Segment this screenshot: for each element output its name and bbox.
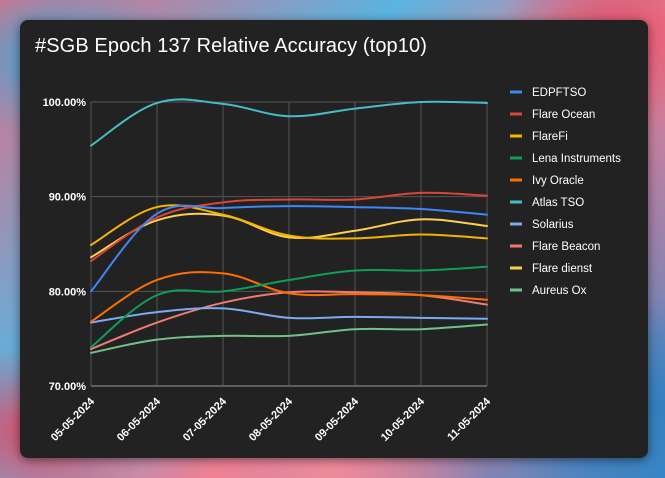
line-chart: 70.00% 80.00% 90.00% 100.00% 05-05-2024 06-05…: [43, 87, 622, 444]
y-tick-label: 80.00%: [49, 286, 87, 298]
legend-label-atlas-tso[interactable]: Atlas TSO: [532, 197, 584, 209]
legend-label-flare-dienst[interactable]: Flare dienst: [532, 263, 593, 275]
chart-title: #SGB Epoch 137 Relative Accuracy (top10): [35, 35, 427, 57]
series-line-atlas-tso: [90, 98, 488, 147]
legend-label-flarefi[interactable]: FlareFi: [532, 131, 568, 143]
x-tick-label: 09-05-2024: [313, 395, 362, 444]
series-line-aureus-ox: [90, 323, 488, 354]
legend-swatch-flare-dienst[interactable]: [510, 266, 522, 270]
x-tick-label: 08-05-2024: [247, 395, 296, 444]
series-line-ivy-oracle: [90, 271, 488, 323]
series-line-flare-dienst: [90, 212, 488, 259]
legend-swatch-lena-instruments[interactable]: [510, 156, 522, 160]
series-line-lena-instruments: [90, 265, 488, 349]
legend-swatch-ivy-oracle[interactable]: [510, 178, 522, 182]
legend-label-flare-ocean[interactable]: Flare Ocean: [532, 109, 595, 121]
series-line-edpftso: [90, 204, 488, 293]
x-tick-label: 10-05-2024: [379, 395, 428, 444]
legend-label-solarius[interactable]: Solarius: [532, 219, 574, 231]
x-tick-label: 05-05-2024: [49, 395, 98, 444]
x-tick-label: 06-05-2024: [115, 395, 164, 444]
series-line-flarefi: [90, 204, 488, 246]
legend-label-aureus-ox[interactable]: Aureus Ox: [532, 285, 587, 297]
legend-label-flare-beacon[interactable]: Flare Beacon: [532, 241, 600, 253]
y-tick-label: 100.00%: [43, 97, 87, 109]
legend-swatch-flare-ocean[interactable]: [510, 112, 522, 116]
y-tick-label: 90.00%: [49, 192, 87, 204]
x-tick-label: 07-05-2024: [181, 395, 230, 444]
legend-label-ivy-oracle[interactable]: Ivy Oracle: [532, 175, 584, 187]
series-line-solarius: [90, 307, 488, 324]
legend-swatch-aureus-ox[interactable]: [510, 288, 522, 292]
series-line-flare-ocean: [90, 191, 488, 263]
legend-swatch-edpftso[interactable]: [510, 90, 522, 94]
chart-card: #SGB Epoch 137 Relative Accuracy (top10)…: [20, 20, 648, 458]
y-tick-label: 70.00%: [49, 381, 87, 393]
legend-swatch-atlas-tso[interactable]: [510, 200, 522, 204]
legend-label-lena-instruments[interactable]: Lena Instruments: [532, 153, 621, 165]
legend-swatch-flarefi[interactable]: [510, 134, 522, 138]
x-tick-label: 11-05-2024: [445, 395, 493, 443]
legend-label-edpftso[interactable]: EDPFTSO: [532, 87, 586, 99]
legend-swatch-solarius[interactable]: [510, 222, 522, 226]
legend-swatch-flare-beacon[interactable]: [510, 244, 522, 248]
